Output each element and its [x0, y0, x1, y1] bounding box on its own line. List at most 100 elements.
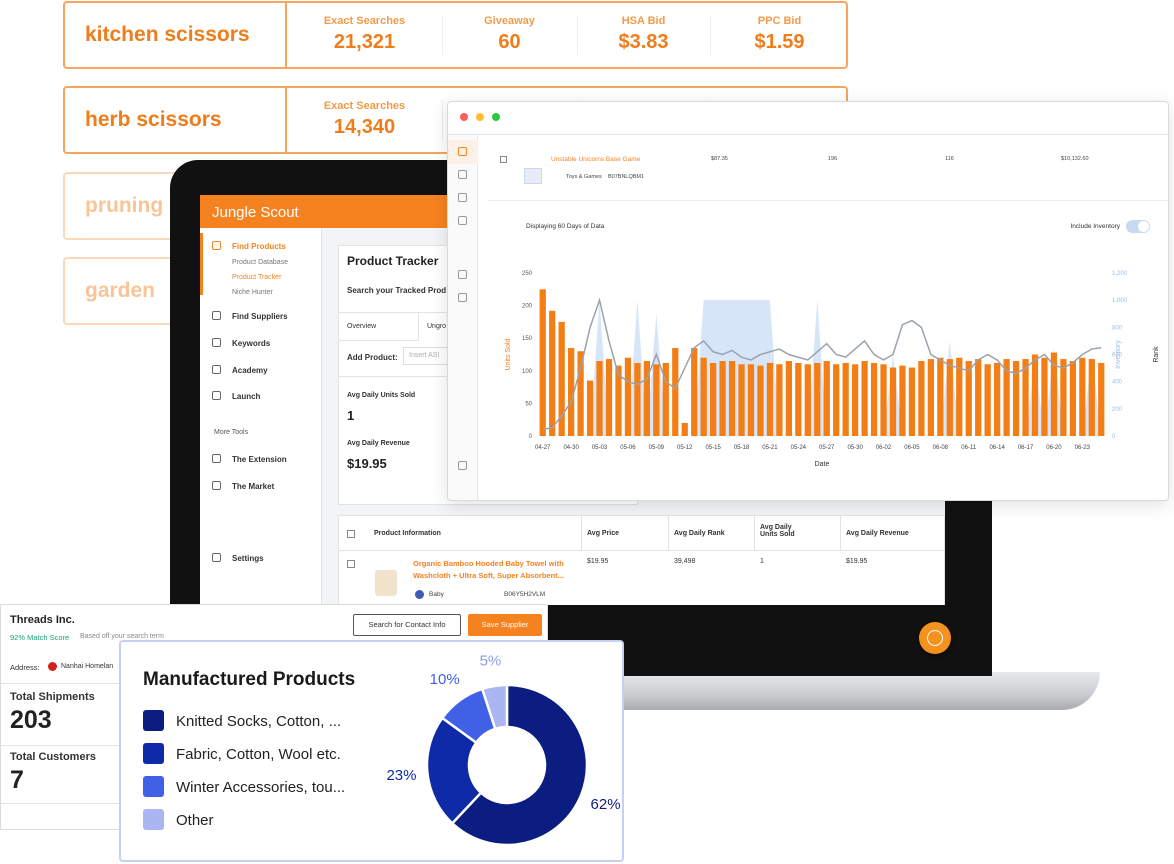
x-tick-label: 05-21	[762, 445, 778, 451]
donut-card: Manufactured Products Knitted Socks, Cott…	[119, 640, 624, 862]
y3-axis-label: Rank	[1153, 346, 1160, 363]
bar	[833, 364, 840, 436]
legend-swatch	[143, 776, 164, 797]
cell: $10,132.60	[1061, 156, 1089, 162]
add-label: Add Product:	[347, 353, 398, 362]
window-control	[476, 113, 484, 121]
flag	[415, 590, 424, 599]
settings: Settings	[232, 554, 264, 563]
icon	[212, 241, 221, 250]
icon	[458, 461, 467, 470]
section-label: More Tools	[214, 429, 249, 436]
tab-label: Ungro	[427, 323, 447, 330]
y-tick-label: 0	[529, 434, 533, 440]
save-button[interactable]: Save Supplier	[468, 614, 542, 636]
bar	[1050, 352, 1058, 436]
nav-item: Find Suppliers	[232, 312, 288, 321]
stat-value: 1	[347, 408, 355, 423]
x-tick-label: 04-30	[563, 445, 579, 451]
stat-label: Avg Daily Units Sold	[347, 392, 416, 399]
product-category: Baby	[429, 591, 444, 598]
data-label: 62%	[591, 796, 621, 813]
bar	[880, 364, 887, 436]
keyword-card: kitchen scissors Exact Searches 21,321 Give…	[63, 1, 848, 69]
bar	[757, 365, 764, 436]
tracker-title: Product Tracker	[347, 254, 439, 268]
legend-swatch	[143, 743, 164, 764]
bar	[956, 357, 963, 436]
x-tick-label: 06-11	[961, 445, 977, 451]
bar	[965, 361, 972, 436]
stat-label: Total Shipments	[10, 691, 95, 703]
chart-title: Manufactured Products	[143, 669, 355, 690]
toolbar-active	[448, 140, 478, 164]
icon	[458, 293, 467, 302]
cell: 116	[945, 156, 954, 162]
divider	[577, 15, 578, 55]
column-header: Avg Daily Rank	[674, 530, 725, 537]
y-tick-label: 100	[522, 369, 533, 375]
data-label: 23%	[386, 767, 416, 784]
bar	[1041, 357, 1048, 436]
address: Nanhai Homelan	[61, 663, 114, 670]
x-tick-label: 06-20	[1046, 445, 1062, 451]
bar	[870, 362, 878, 436]
icon	[212, 311, 221, 320]
brand: Jungle Scout	[212, 204, 299, 221]
icon	[212, 481, 221, 490]
y2-tick-label: 400	[1112, 380, 1123, 386]
bar	[672, 347, 679, 436]
divider	[442, 15, 443, 55]
checkbox	[347, 560, 355, 568]
bar	[899, 365, 906, 436]
column-divider	[581, 516, 582, 551]
bar	[643, 361, 650, 436]
bar	[1003, 359, 1010, 436]
icon	[458, 270, 467, 279]
y-tick-label: 200	[522, 304, 533, 310]
y-tick-label: 150	[522, 336, 533, 342]
bar	[605, 359, 613, 436]
bar	[577, 351, 584, 436]
icon	[212, 454, 221, 463]
nav-item: Keywords	[232, 339, 271, 348]
tool-item: The Extension	[232, 455, 287, 464]
rank-line	[542, 297, 1102, 430]
keyword: kitchen scissors	[85, 23, 250, 46]
toolbar	[448, 135, 478, 500]
bar	[804, 364, 811, 436]
tab	[339, 313, 419, 341]
bar	[814, 362, 821, 436]
bar	[691, 347, 698, 436]
nav-subitem: Product Tracker	[232, 274, 282, 281]
bar	[937, 357, 944, 436]
tool-item: The Market	[232, 482, 275, 491]
product-asin: B06Y5H2VLM	[504, 591, 546, 598]
bar	[634, 362, 641, 436]
cell: $19.95	[587, 558, 609, 565]
x-tick-label: 05-18	[734, 445, 750, 451]
checkbox	[500, 156, 507, 163]
bar	[766, 362, 774, 436]
bar	[861, 361, 868, 436]
y2-tick-label: 800	[1112, 325, 1123, 331]
stat-value: $19.95	[347, 456, 387, 471]
stat-label: Total Customers	[10, 751, 96, 763]
bar	[776, 364, 783, 436]
legend-swatch	[143, 710, 164, 731]
divider	[285, 88, 287, 152]
stat-label: Avg Daily Revenue	[347, 440, 410, 447]
flag	[48, 662, 57, 671]
data-label: 5%	[480, 652, 502, 669]
cell: 39,498	[674, 558, 696, 565]
bar	[842, 362, 849, 436]
column-divider	[840, 516, 841, 551]
contact-button[interactable]: Search for Contact Info	[353, 614, 461, 636]
metric-label: Giveaway	[484, 15, 535, 27]
y2-tick-label: 600	[1112, 353, 1123, 359]
bar	[653, 364, 660, 436]
icon	[212, 338, 221, 347]
x-tick-label: 06-05	[904, 445, 920, 451]
x-tick-label: 06-17	[1018, 445, 1034, 451]
y-axis-label: Units Sold	[505, 338, 512, 370]
